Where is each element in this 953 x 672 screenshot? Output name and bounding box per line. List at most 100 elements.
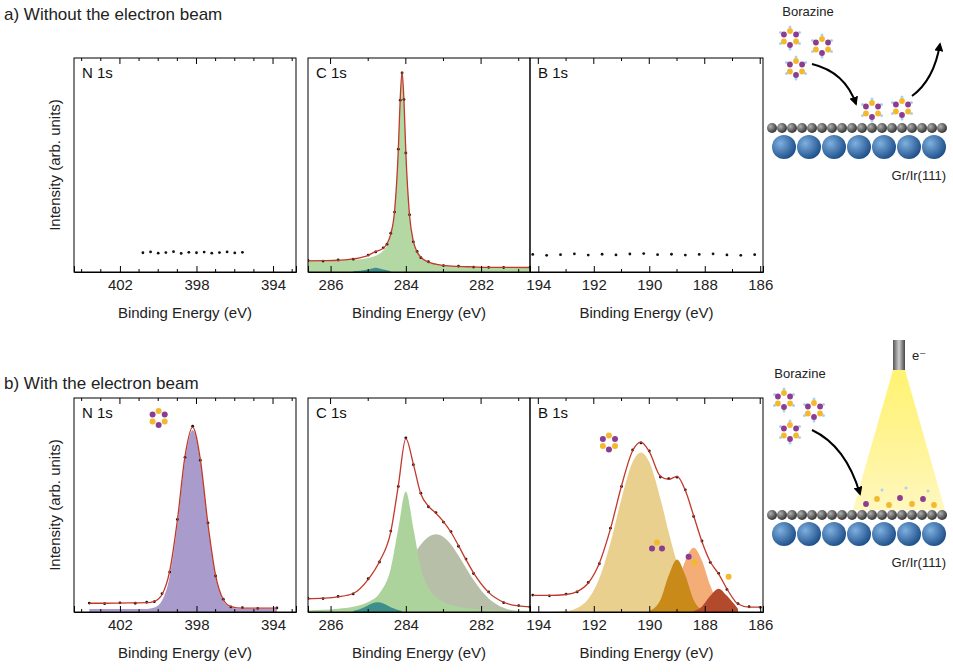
fit-line xyxy=(89,427,277,608)
component-area xyxy=(353,268,391,272)
plot-frame xyxy=(308,58,530,272)
fit-line xyxy=(308,72,530,268)
data-point xyxy=(656,253,659,256)
x-minor-tick xyxy=(732,609,733,612)
x-tick-mark-top xyxy=(405,398,406,404)
data-point xyxy=(684,254,687,257)
icon-atom xyxy=(612,436,618,442)
x-tick: 394 xyxy=(261,266,286,293)
b-atom xyxy=(899,98,905,104)
ir-atom xyxy=(872,522,896,546)
h-atom xyxy=(821,34,824,37)
icon-atom xyxy=(600,443,606,449)
x-minor-tick-top xyxy=(81,58,82,61)
fragment-atom xyxy=(863,501,869,507)
data-point xyxy=(218,251,221,254)
graphene-atom xyxy=(827,123,837,133)
beam-label: e⁻ xyxy=(912,348,926,363)
x-tick-mark-top xyxy=(760,58,761,64)
x-minor-tick xyxy=(292,269,293,272)
icon-atom xyxy=(649,545,655,551)
electron-beam xyxy=(853,370,945,510)
borazine-molecule xyxy=(779,420,801,445)
borazine-molecule xyxy=(803,398,825,423)
x-minor-tick xyxy=(215,609,216,612)
n-atom xyxy=(793,72,799,78)
x-minor-tick-top xyxy=(566,58,567,61)
x-minor-tick xyxy=(621,269,622,272)
x-tick: 194 xyxy=(526,266,551,293)
ir-atom xyxy=(897,522,921,546)
x-minor-tick xyxy=(566,269,567,272)
graphene-atom xyxy=(777,510,787,520)
graphene-atom xyxy=(927,123,937,133)
x-minor-tick xyxy=(253,269,254,272)
x-tick-label: 394 xyxy=(261,616,286,633)
h-atom xyxy=(789,26,792,29)
graphene-atom xyxy=(897,510,907,520)
component-icon xyxy=(726,574,732,580)
x-minor-tick xyxy=(100,269,101,272)
x-minor-tick xyxy=(621,609,622,612)
b-atom xyxy=(819,36,825,42)
component-area xyxy=(649,559,702,612)
h-atom xyxy=(871,98,874,101)
x-tick-mark-top xyxy=(649,58,650,64)
graphene-atom xyxy=(907,123,917,133)
ir-atom xyxy=(847,135,871,159)
component-area xyxy=(694,589,738,612)
x-tick-mark xyxy=(273,266,274,272)
graphene-atom xyxy=(867,123,877,133)
n-atom xyxy=(799,62,805,68)
icon-atom xyxy=(162,412,168,418)
x-minor-tick-top xyxy=(139,58,140,61)
x-tick: 188 xyxy=(693,266,718,293)
graphene-atom xyxy=(787,123,797,133)
x-tick-mark xyxy=(406,266,407,272)
h-atom xyxy=(901,118,904,121)
x-minor-tick-top xyxy=(100,58,101,61)
x-minor-tick xyxy=(732,269,733,272)
icon-atom xyxy=(156,408,162,414)
x-tick-label: 284 xyxy=(394,616,419,633)
x-tick-mark-top xyxy=(593,398,594,404)
substrate-label: Gr/Ir(111) xyxy=(892,168,946,183)
x-minor-tick-top xyxy=(158,398,159,401)
data-point xyxy=(545,254,548,257)
arrow xyxy=(812,430,860,494)
x-tick-mark xyxy=(649,266,650,272)
h-atom xyxy=(783,410,786,413)
b-atom xyxy=(805,411,811,417)
x-tick: 398 xyxy=(184,606,209,633)
x-tick-mark-top xyxy=(405,58,406,64)
graphene-atom xyxy=(817,510,827,520)
x-axis: 402398394 xyxy=(75,266,297,293)
x-tick-mark xyxy=(481,606,482,612)
x-minor-tick xyxy=(177,269,178,272)
x-tick-mark xyxy=(273,606,274,612)
x-tick-mark-top xyxy=(196,398,197,404)
n-atom xyxy=(863,104,869,110)
x-minor-tick-top xyxy=(158,58,159,61)
substrate-label: Gr/Ir(111) xyxy=(892,555,946,570)
graphene-atom xyxy=(847,510,857,520)
electron-gun xyxy=(893,340,905,370)
graphene-atom xyxy=(897,123,907,133)
x-axis-line xyxy=(531,606,764,613)
x-tick-mark xyxy=(760,266,761,272)
x-tick-mark xyxy=(594,266,595,272)
x-minor-tick xyxy=(677,269,678,272)
ir-atom xyxy=(797,135,821,159)
substrate xyxy=(767,123,947,159)
fragment-atom xyxy=(909,501,915,507)
x-tick-mark-top xyxy=(119,58,120,64)
x-tick-label: 402 xyxy=(108,616,133,633)
icon-atom xyxy=(600,436,606,442)
ir-atom xyxy=(922,522,946,546)
graphene-atom xyxy=(817,123,827,133)
x-tick-mark xyxy=(481,266,482,272)
x-tick-mark-top xyxy=(273,58,274,64)
x-axis: 402 398 394 xyxy=(75,606,297,633)
x-axis-title: Binding Energy (eV) xyxy=(352,304,486,321)
x-axis-title: Binding Energy (eV) xyxy=(579,644,713,661)
